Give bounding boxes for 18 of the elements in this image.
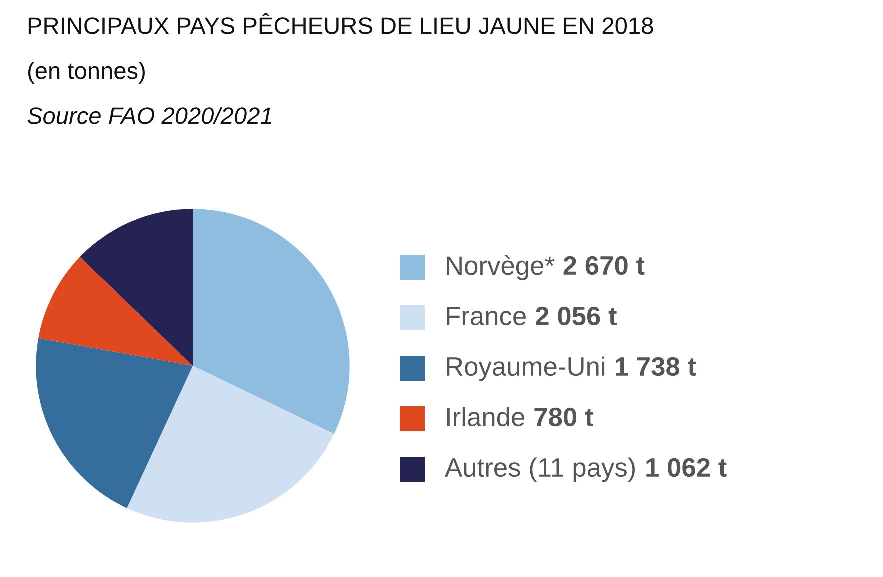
chart-title: PRINCIPAUX PAYS PÊCHEURS DE LIEU JAUNE EN 2018: [28, 13, 654, 34]
pie-slice: [193, 209, 350, 434]
data-label: 2 056 t: [536, 306, 617, 326]
legend-label: Royaume-Uni: [447, 356, 605, 382]
source-note: Source FAO 2020/2021: [28, 106, 272, 124]
legend-label: Norvège*: [447, 256, 555, 280]
chart-subtitle: (en tonnes): [28, 62, 145, 84]
legend-label: France: [447, 307, 526, 326]
pie-slice: [80, 209, 193, 366]
legend-label: Irlande: [447, 407, 525, 427]
data-label: 780 t: [534, 408, 594, 427]
data-label: 2 670 t: [564, 256, 645, 276]
pie-slice: [38, 257, 193, 366]
pie-slice: [36, 338, 193, 508]
data-label: 1 062 t: [646, 458, 727, 478]
legend-label: Autres (11 pays): [445, 458, 636, 482]
pie-slice: [127, 366, 334, 523]
data-label: 1 738 t: [616, 357, 696, 376]
